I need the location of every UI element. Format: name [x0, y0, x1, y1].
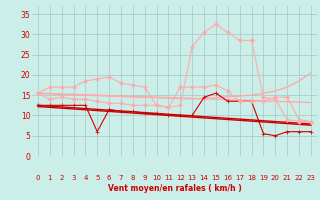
X-axis label: Vent moyen/en rafales ( km/h ): Vent moyen/en rafales ( km/h ) — [108, 184, 241, 193]
